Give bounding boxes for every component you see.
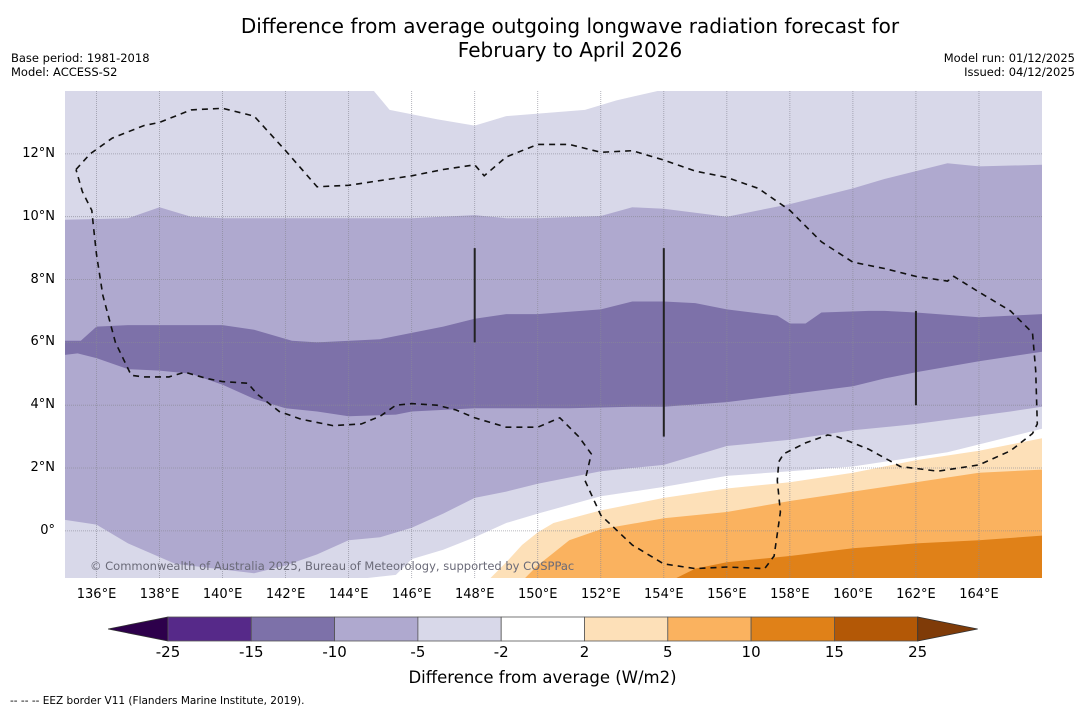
- colorbar-segment: [334, 616, 419, 642]
- copyright-notice: © Commonwealth of Australia 2025, Bureau…: [90, 559, 575, 573]
- latitude-label: 2°N: [30, 460, 56, 476]
- model-run: Model run: 01/12/2025: [943, 51, 1075, 65]
- longitude-label: 148°E: [454, 587, 495, 602]
- colorbar-tick-label: -2: [493, 643, 509, 661]
- longitude-label: 146°E: [391, 587, 432, 602]
- colorbar-segment: [167, 616, 252, 642]
- meta-right: Model run: 01/12/2025 Issued: 04/12/2025: [944, 51, 1075, 79]
- colorbar-under-arrow: [108, 616, 169, 642]
- longitude-label: 160°E: [833, 587, 873, 602]
- latitude-label: 10°N: [22, 208, 55, 224]
- colorbar-segment: [667, 616, 752, 642]
- colorbar-tick-label: -25: [155, 643, 181, 661]
- longitude-label: 138°E: [139, 587, 180, 602]
- model-name: Model: ACCESS-S2: [11, 65, 118, 79]
- longitude-label: 154°E: [644, 587, 684, 602]
- longitude-label: 156°E: [707, 587, 747, 602]
- colorbar-segment: [417, 616, 502, 642]
- latitude-label: 0°: [40, 522, 55, 538]
- vertical-markers: [473, 248, 917, 437]
- colorbar-segment: [500, 616, 585, 642]
- meta-left: Base period: 1981-2018 Model: ACCESS-S2: [11, 51, 150, 79]
- colorbar: [108, 616, 978, 642]
- longitude-label: 136°E: [76, 587, 117, 602]
- colorbar-over-arrow: [917, 616, 978, 642]
- colorbar-tick-label: 15: [824, 643, 844, 661]
- contour-region: [65, 301, 1042, 417]
- colorbar-segment: [834, 616, 919, 642]
- colorbar-label: Difference from average (W/m2): [408, 668, 677, 687]
- longitude-label: 150°E: [517, 587, 558, 602]
- longitude-label: 152°E: [581, 587, 621, 602]
- contour-region: [676, 535, 1042, 578]
- colorbar-tick-label: -5: [410, 643, 426, 661]
- longitude-label: 164°E: [959, 587, 999, 602]
- latitude-label: 6°N: [30, 334, 56, 350]
- eez-borders: [75, 107, 1039, 570]
- base-period: Base period: 1981-2018: [11, 51, 150, 65]
- eez-footnote: -- -- -- EEZ border V11 (Flanders Marine…: [10, 695, 305, 707]
- longitude-label: 144°E: [328, 587, 369, 602]
- title-line-1: Difference from average outgoing longwav…: [240, 14, 900, 38]
- colorbar-segment: [584, 616, 669, 642]
- latitude-label: 4°N: [30, 397, 56, 413]
- colorbar-segment: [750, 616, 835, 642]
- graticule: [65, 91, 1042, 578]
- colorbar-tick-label: 10: [741, 643, 761, 661]
- title-line-2: February to April 2026: [457, 38, 683, 62]
- longitude-label: 162°E: [896, 587, 936, 602]
- latitude-label: 12°N: [22, 145, 55, 161]
- longitude-label: 140°E: [202, 587, 243, 602]
- longitude-label: 142°E: [265, 587, 306, 602]
- colorbar-tick-label: 25: [908, 643, 928, 661]
- longitude-label: 158°E: [770, 587, 810, 602]
- map-plot: [65, 91, 1042, 578]
- colorbar-tick-label: -10: [322, 643, 347, 661]
- chart-title: Difference from average outgoing longwav…: [0, 14, 1085, 62]
- colorbar-tick-label: 5: [663, 643, 673, 661]
- issued-date: Issued: 04/12/2025: [964, 65, 1075, 79]
- colorbar-segment: [250, 616, 336, 642]
- contour-regions: [65, 91, 1042, 578]
- eez-border-line: [75, 107, 1039, 570]
- colorbar-tick-label: 2: [579, 643, 590, 661]
- contour-region: [373, 91, 658, 126]
- colorbar-tick-label: -15: [239, 643, 264, 661]
- latitude-label: 8°N: [30, 271, 56, 287]
